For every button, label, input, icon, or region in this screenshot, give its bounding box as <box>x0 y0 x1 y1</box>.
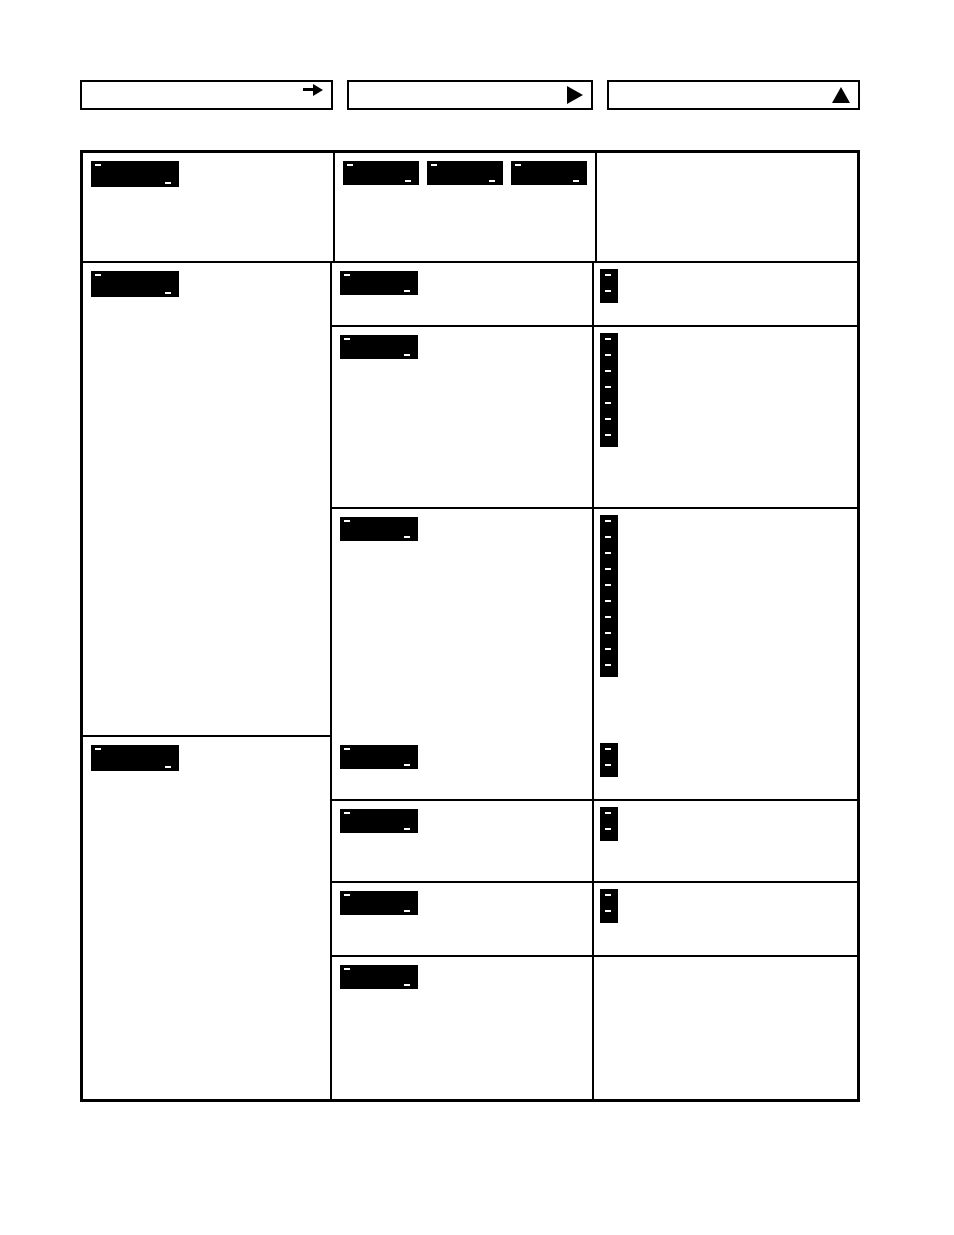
table-subrow <box>332 263 857 327</box>
table-row <box>83 263 857 737</box>
tag-block <box>340 745 418 769</box>
tag-block <box>340 965 418 989</box>
col1-cell <box>83 737 332 1099</box>
col3-cell <box>594 883 857 957</box>
col2-cell <box>332 957 594 1099</box>
play-arrow-icon <box>567 86 583 104</box>
table-subrow <box>332 957 857 1099</box>
col2-cell <box>332 263 594 327</box>
tag-block <box>340 891 418 915</box>
subrow-group <box>332 737 857 1099</box>
main-table <box>80 150 860 1102</box>
col2-cell <box>332 509 594 737</box>
table-subrow <box>332 801 857 883</box>
tag-block <box>91 161 179 187</box>
stack-block <box>600 889 618 923</box>
stack-block <box>600 269 618 303</box>
header-box-1 <box>80 80 333 110</box>
col1-cell <box>83 263 332 737</box>
stack-block <box>600 743 618 777</box>
return-arrow-icon <box>303 88 323 102</box>
col2-cell <box>335 153 597 263</box>
stack-block <box>600 333 618 447</box>
tag-block <box>91 271 179 297</box>
header-row <box>80 80 860 110</box>
stack-block <box>600 807 618 841</box>
col2-cell <box>332 883 594 957</box>
up-arrow-icon <box>832 87 850 103</box>
tag-block <box>91 745 179 771</box>
header-box-2 <box>347 80 593 110</box>
col2-cell <box>332 801 594 883</box>
col3-cell <box>594 801 857 883</box>
table-row <box>83 737 857 1099</box>
col3-cell <box>594 957 857 1099</box>
tag-block <box>427 161 503 185</box>
col2-cell <box>332 327 594 509</box>
col3-cell <box>594 263 857 327</box>
header-box-3 <box>607 80 860 110</box>
table-subrow <box>332 737 857 801</box>
subrow-group <box>332 263 857 737</box>
col3-cell <box>594 737 857 801</box>
tag-block <box>340 809 418 833</box>
tag-block <box>511 161 587 185</box>
col3-cell <box>597 153 857 263</box>
page <box>0 0 954 1235</box>
col2-cell <box>332 737 594 801</box>
table-subrow <box>332 883 857 957</box>
col3-cell <box>594 509 857 737</box>
tag-block <box>340 271 418 295</box>
tag-block <box>340 517 418 541</box>
stack-block <box>600 515 618 677</box>
table-subrow <box>332 509 857 737</box>
col1-cell <box>83 153 335 263</box>
tag-block <box>340 335 418 359</box>
tag-row <box>341 159 589 187</box>
col3-cell <box>594 327 857 509</box>
table-subrow <box>332 327 857 509</box>
table-row <box>83 153 857 263</box>
tag-block <box>343 161 419 185</box>
